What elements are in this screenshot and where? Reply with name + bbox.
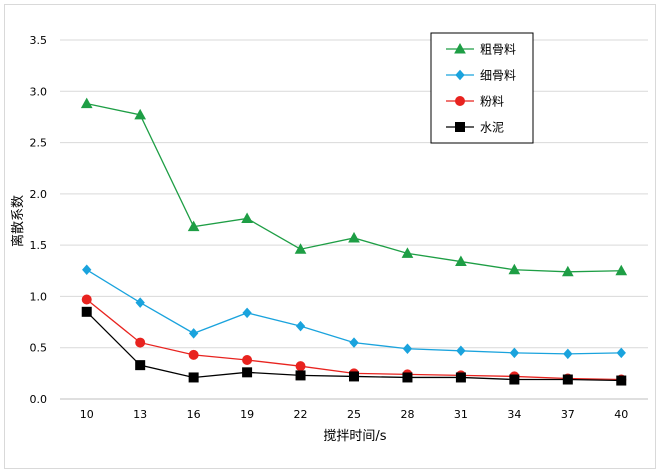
y-tick-label: 0.0 — [30, 393, 48, 406]
data-point — [509, 347, 520, 359]
x-tick-label: 34 — [507, 408, 521, 421]
data-point — [402, 372, 413, 383]
data-point — [563, 348, 573, 360]
legend-box — [430, 32, 534, 144]
x-tick-label: 10 — [80, 408, 94, 421]
legend-marker — [455, 122, 465, 132]
data-point — [241, 212, 253, 223]
legend-item: 细骨料 — [446, 69, 516, 83]
legend-item: 粉料 — [446, 95, 504, 109]
x-tick-label: 28 — [400, 408, 414, 421]
data-point — [509, 374, 520, 385]
y-tick-label: 0.5 — [30, 342, 48, 355]
data-point — [616, 347, 626, 359]
data-point — [135, 337, 146, 348]
data-point — [294, 243, 307, 254]
series-4 — [81, 306, 627, 386]
data-point — [81, 306, 92, 317]
x-axis-title: 搅拌时间/s — [323, 428, 386, 444]
data-point — [82, 264, 92, 276]
y-axis-title: 离散系数 — [10, 195, 26, 247]
data-point — [187, 220, 200, 232]
data-point — [188, 349, 199, 360]
legend-label: 水泥 — [480, 121, 504, 135]
y-tick-label: 2.5 — [30, 137, 48, 150]
data-point — [134, 108, 147, 120]
tick-labels: 0.0 0.5 1.0 1.5 2.0 2.5 3.0 3.5 10 13 16 19 22 25 28 31… — [30, 34, 629, 421]
data-point — [295, 361, 306, 372]
data-point — [401, 247, 414, 258]
x-tick-label: 31 — [454, 408, 468, 421]
y-tick-label: 1.5 — [30, 239, 48, 252]
chart-area — [4, 4, 656, 469]
data-point — [348, 231, 360, 243]
data-point — [135, 360, 146, 371]
legend-marker — [455, 69, 465, 81]
legend-item: 粗骨料 — [446, 43, 516, 57]
data-point — [455, 255, 467, 267]
gridlines — [60, 39, 648, 349]
y-tick-label: 1.0 — [30, 290, 48, 303]
y-tick-label: 2.0 — [30, 188, 48, 201]
legend-label: 粗骨料 — [480, 43, 516, 57]
data-point — [616, 375, 627, 386]
data-point — [242, 307, 252, 319]
x-tick-label: 16 — [187, 408, 201, 421]
data-point — [349, 371, 359, 382]
data-point — [562, 374, 573, 385]
series-lines — [80, 97, 628, 386]
data-point — [349, 337, 359, 348]
data-point — [188, 372, 199, 383]
data-point — [295, 370, 306, 381]
y-tick-label: 3.5 — [30, 34, 48, 47]
legend-marker — [455, 96, 465, 106]
data-point — [561, 265, 574, 277]
data-point — [242, 367, 253, 378]
data-point — [295, 320, 306, 332]
x-tick-label: 13 — [133, 408, 147, 421]
series-line — [86, 102, 622, 273]
data-point — [81, 294, 92, 305]
data-point — [135, 297, 145, 308]
data-point — [80, 97, 93, 109]
x-tick-label: 25 — [347, 408, 361, 421]
data-point — [242, 355, 253, 366]
legend-label: 粉料 — [480, 95, 504, 109]
x-tick-label: 40 — [614, 408, 628, 421]
data-point — [508, 263, 521, 275]
x-tick-label: 19 — [240, 408, 254, 421]
data-point — [402, 343, 413, 354]
legend-label: 细骨料 — [480, 69, 516, 83]
series-1 — [80, 97, 628, 277]
y-tick-label: 3.0 — [30, 85, 48, 98]
data-point — [188, 328, 199, 339]
data-point — [615, 264, 628, 276]
x-tick-label: 22 — [294, 408, 308, 421]
legend-marker — [454, 42, 466, 54]
x-tick-label: 37 — [561, 408, 575, 421]
legend-item: 水泥 — [446, 121, 504, 135]
series-2 — [82, 264, 626, 360]
data-point — [455, 372, 466, 383]
data-point — [456, 345, 466, 357]
